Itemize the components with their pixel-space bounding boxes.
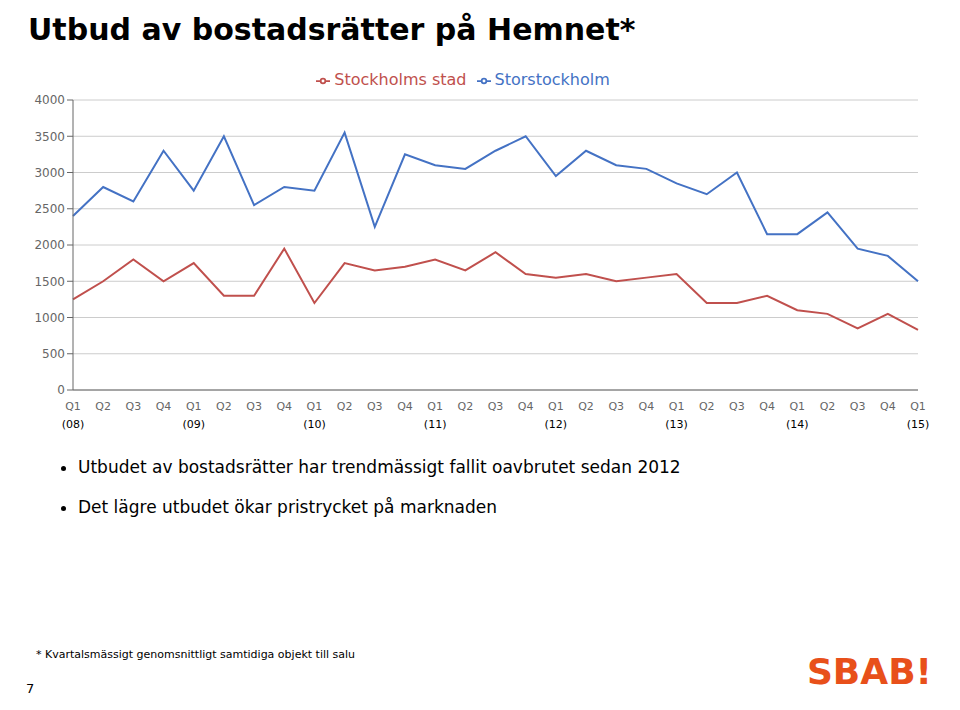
svg-text:Q1: Q1 <box>669 400 685 413</box>
svg-text:(12): (12) <box>545 418 568 431</box>
svg-text:(14): (14) <box>786 418 809 431</box>
svg-text:Q3: Q3 <box>729 400 745 413</box>
svg-text:Q2: Q2 <box>699 400 715 413</box>
svg-text:Q4: Q4 <box>880 400 896 413</box>
svg-text:Q1: Q1 <box>186 400 202 413</box>
svg-text:Q3: Q3 <box>126 400 142 413</box>
html-text:7: 7 <box>26 681 35 696</box>
svg-text:1000: 1000 <box>34 311 65 325</box>
html-text:Utbudet av bostadsrätter har t: Utbudet av bostadsrätter har trendmässig… <box>78 457 681 477</box>
svg-text:Q3: Q3 <box>488 400 504 413</box>
svg-text:Q4: Q4 <box>639 400 655 413</box>
svg-text:Q1: Q1 <box>307 400 323 413</box>
svg-text:Q1: Q1 <box>427 400 443 413</box>
svg-text:(10): (10) <box>303 418 326 431</box>
html-text:Storstockholm: Storstockholm <box>494 70 610 89</box>
svg-text:(15): (15) <box>907 418 930 431</box>
svg-text:Q1: Q1 <box>65 400 81 413</box>
svg-text:0: 0 <box>57 383 65 397</box>
html-text:Stockholms stad: Stockholms stad <box>334 70 467 89</box>
svg-text:4000: 4000 <box>34 93 65 107</box>
html-text:* Kvartalsmässigt genomsnittli: * Kvartalsmässigt genomsnittligt samtidi… <box>36 648 356 661</box>
svg-text:Q2: Q2 <box>95 400 111 413</box>
svg-text:(09): (09) <box>182 418 205 431</box>
svg-text:500: 500 <box>42 347 65 361</box>
svg-text:Q3: Q3 <box>246 400 262 413</box>
svg-text:Q4: Q4 <box>518 400 534 413</box>
svg-text:Q3: Q3 <box>367 400 383 413</box>
svg-text:(08): (08) <box>62 418 85 431</box>
svg-text:Q2: Q2 <box>578 400 594 413</box>
html-text:Det lägre utbudet ökar pristry: Det lägre utbudet ökar pristrycket på ma… <box>78 497 497 517</box>
svg-text:Q3: Q3 <box>608 400 624 413</box>
svg-text:Q4: Q4 <box>276 400 292 413</box>
svg-text:1500: 1500 <box>34 275 65 289</box>
svg-text:3500: 3500 <box>34 130 65 144</box>
svg-text:Q2: Q2 <box>216 400 232 413</box>
svg-text:Q2: Q2 <box>337 400 353 413</box>
svg-text:Q1: Q1 <box>548 400 564 413</box>
svg-text:Q4: Q4 <box>759 400 775 413</box>
svg-text:Q3: Q3 <box>850 400 866 413</box>
svg-text:Q2: Q2 <box>457 400 473 413</box>
svg-text:2500: 2500 <box>34 202 65 216</box>
svg-text:3000: 3000 <box>34 166 65 180</box>
svg-text:Q4: Q4 <box>397 400 413 413</box>
svg-text:(11): (11) <box>424 418 447 431</box>
svg-text:2000: 2000 <box>34 238 65 252</box>
svg-text:Q2: Q2 <box>820 400 836 413</box>
svg-text:Q1: Q1 <box>789 400 805 413</box>
svg-text:(13): (13) <box>665 418 688 431</box>
svg-text:Q4: Q4 <box>156 400 172 413</box>
svg-text:Q1: Q1 <box>910 400 926 413</box>
html-text:Utbud av bostadsrätter på Hemn: Utbud av bostadsrätter på Hemnet* <box>28 12 636 47</box>
html-text:SBAB!: SBAB! <box>806 651 932 692</box>
